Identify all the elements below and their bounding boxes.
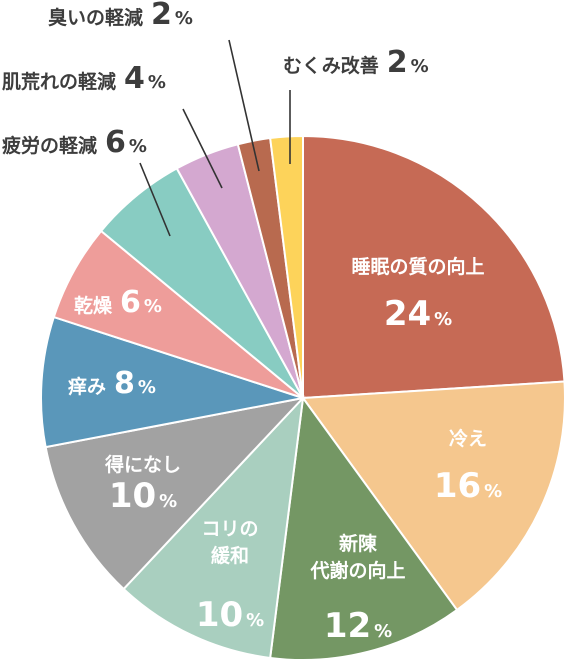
- slice-name-label: 代謝の向上: [309, 559, 405, 582]
- slice-name-label: 冷え: [449, 427, 487, 450]
- slice-name-label: 得になし: [104, 453, 181, 476]
- leader-line: [139, 162, 171, 237]
- slice-label: 疲労の軽減 6%: [2, 125, 147, 160]
- pie-slice: [269, 134, 304, 399]
- leader-lines: [139, 39, 291, 237]
- pie-slice: [44, 396, 306, 591]
- slice-label: 痒み 8%: [68, 366, 156, 401]
- slice-name-label: 睡眠の質の向上: [351, 255, 484, 278]
- slice-value-label: 10%: [196, 595, 264, 635]
- pie-slices: [40, 134, 566, 661]
- leader-line: [228, 39, 260, 172]
- slice-label: 乾燥 6%: [74, 285, 162, 320]
- slice-name-label: 新陳: [339, 532, 378, 555]
- slice-label: むくみ改善 2%: [283, 45, 429, 80]
- slice-label: 肌荒れの軽減 4%: [2, 61, 166, 96]
- pie-slice: [40, 315, 304, 449]
- slice-value-label: 10%: [109, 476, 177, 516]
- slice-name-label: 緩和: [211, 544, 249, 567]
- leader-line: [182, 108, 223, 189]
- slice-label: 臭いの軽減 2%: [48, 0, 193, 32]
- slice-value-label: 16%: [434, 466, 502, 506]
- pie-slice: [269, 395, 459, 661]
- pie-slice: [302, 134, 566, 400]
- slice-value-label: 12%: [324, 606, 392, 646]
- slice-name-label: コリの: [201, 518, 258, 540]
- pie-slice: [301, 380, 566, 612]
- slice-value-label: 24%: [384, 294, 452, 334]
- pie-slice: [122, 395, 305, 660]
